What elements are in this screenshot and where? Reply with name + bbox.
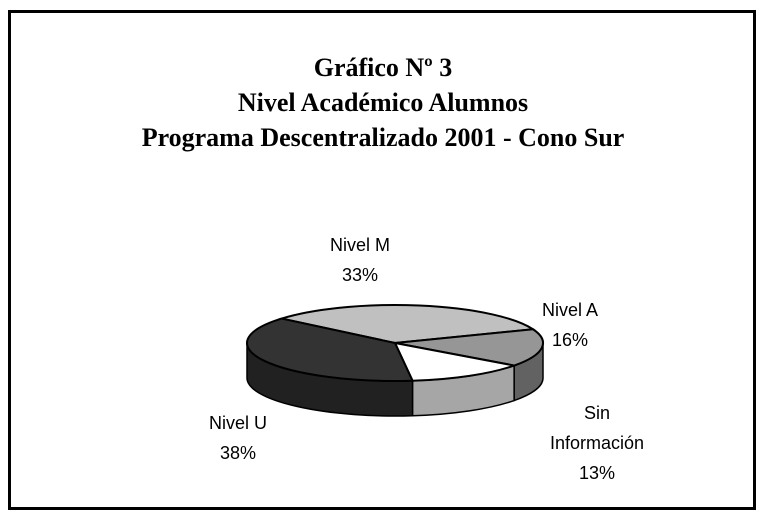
slice	[394, 328, 544, 367]
slice-label: Nivel A 16%	[514, 295, 626, 355]
category-name: Nivel M	[329, 235, 390, 255]
value-label: 38%	[219, 443, 257, 463]
chart	[246, 303, 544, 417]
category-name: Nivel A	[541, 300, 599, 320]
title-line: Programa Descentralizado 2001 - Cono Sur	[141, 123, 625, 152]
value-label: 16%	[551, 330, 589, 350]
slice	[277, 303, 536, 345]
value-label: 13%	[578, 463, 616, 483]
category-name: Sin Información	[549, 403, 645, 453]
title-line: Gráfico Nº 3	[313, 53, 453, 82]
slice	[393, 341, 518, 382]
value-label: 33%	[341, 265, 379, 285]
slice-label: Nivel U 38%	[182, 408, 294, 468]
slice	[246, 317, 415, 382]
slice-label: Nivel M 33%	[304, 230, 416, 290]
title-line: Nivel Académico Alumnos	[237, 88, 529, 117]
slice-label: Sin Información 13%	[541, 398, 653, 488]
category-name: Nivel U	[208, 413, 267, 433]
chart-title: Gráfico Nº 3 Nivel Académico Alumnos Pro…	[103, 50, 663, 155]
